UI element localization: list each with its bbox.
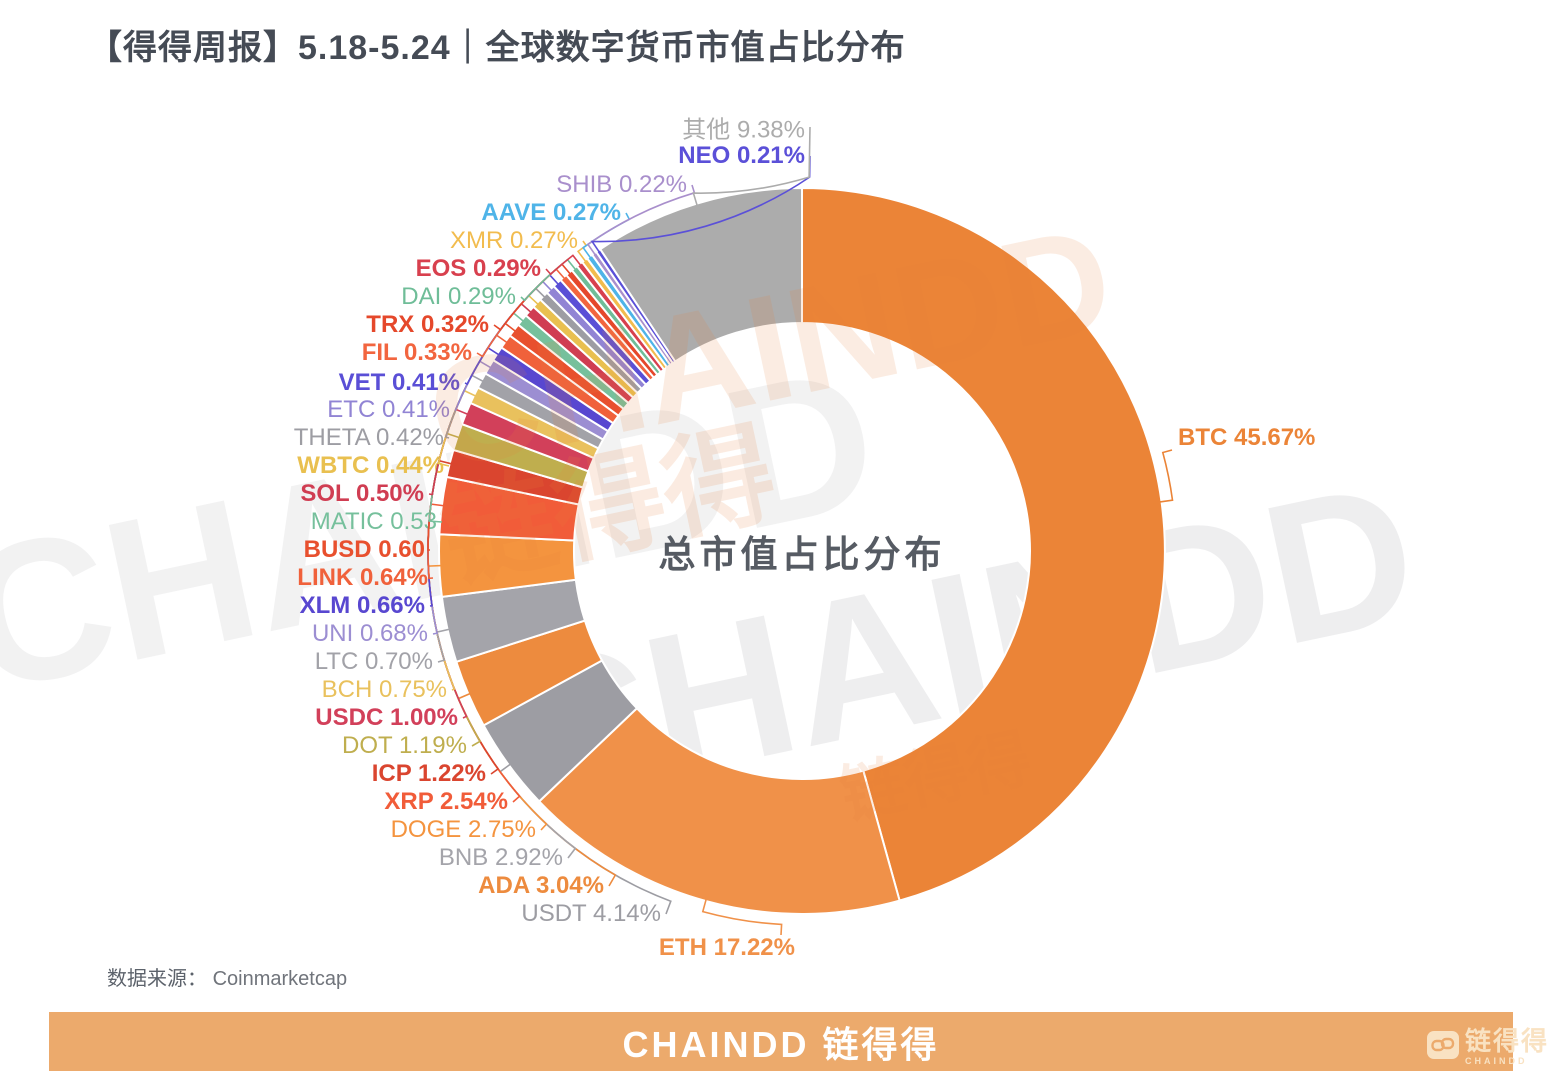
label-VET: VET 0.41% [338, 369, 460, 396]
label-UNI: UNI 0.68% [311, 620, 428, 647]
chain-link-icon [1426, 1029, 1460, 1066]
label-BCH: BCH 0.75% [321, 676, 447, 703]
leader-line-其他 [692, 126, 811, 212]
page-title: 【得得周报】5.18-5.24｜全球数字货币市值占比分布 [88, 29, 906, 67]
label-TRX: TRX 0.32% [366, 311, 489, 338]
footer-banner-text: CHAINDD 链得得 [622, 1023, 940, 1065]
label-BTC: BTC 45.67% [1178, 424, 1316, 451]
label-ADA: ADA 3.04% [478, 872, 604, 899]
slice-其他 [598, 186, 803, 363]
label-ETH: ETH 17.22% [658, 934, 795, 961]
label-DAI: DAI 0.29% [401, 283, 516, 310]
label-USDC: USDC 1.00% [315, 704, 458, 731]
data-source-prefix: 数据来源： [107, 968, 207, 990]
label-XLM: XLM 0.66% [299, 592, 425, 619]
label-AAVE: AAVE 0.27% [481, 199, 621, 226]
label-FIL: FIL 0.33% [361, 339, 472, 366]
label-ICP: ICP 1.22% [371, 760, 486, 787]
label-WBTC: WBTC 0.44% [297, 452, 444, 479]
footer-banner: CHAINDD 链得得 [49, 1012, 1513, 1071]
label-SOL: SOL 0.50% [300, 480, 424, 507]
chart-center-title: 总市值占比分布 [658, 534, 946, 575]
label-XRP: XRP 2.54% [384, 788, 508, 815]
leader-line-NEO [590, 155, 811, 258]
label-DOGE: DOGE 2.75% [390, 816, 536, 843]
data-source-value: Coinmarketcap [212, 968, 348, 990]
leader-line-BTC [1153, 449, 1174, 504]
label-ETC: ETC 0.41% [327, 396, 450, 423]
label-其他: 其他 9.38% [682, 116, 805, 144]
label-DOT: DOT 1.19% [342, 732, 467, 759]
label-LTC: LTC 0.70% [314, 648, 433, 675]
slice-ETH [537, 706, 901, 915]
label-NEO: NEO 0.21% [678, 142, 805, 169]
logo-en-text: CHAINDD [1464, 1056, 1528, 1066]
label-BNB: BNB 2.92% [438, 844, 563, 871]
label-BUSD: BUSD 0.60 [303, 536, 425, 563]
label-SHIB: SHIB 0.22% [556, 171, 687, 198]
data-source: 数据来源： Coinmarketcap [107, 962, 347, 991]
label-LINK: LINK 0.64% [297, 564, 428, 591]
label-XMR: XMR 0.27% [449, 227, 578, 254]
label-MATIC: MATIC 0.53 [310, 508, 437, 535]
logo-cn-text: 链得得 [1464, 1026, 1549, 1056]
chaindd-logo: 链得得 CHAINDD [1426, 1028, 1549, 1066]
leader-line-EOS [545, 254, 586, 276]
label-EOS: EOS 0.29% [415, 255, 541, 282]
slice-BTC [801, 186, 1166, 902]
label-THETA: THETA 0.42% [293, 424, 444, 451]
leader-line-ETH [701, 893, 783, 936]
label-USDT: USDT 4.14% [521, 900, 661, 927]
